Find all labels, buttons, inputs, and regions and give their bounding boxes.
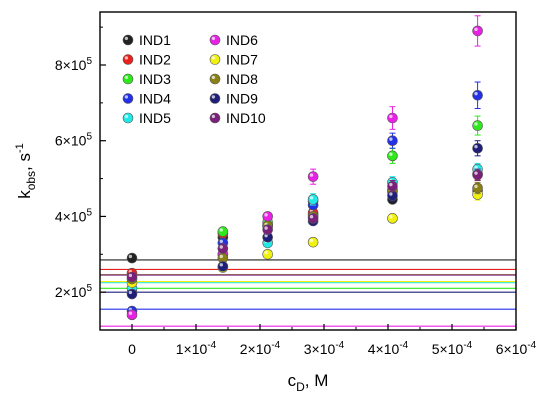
legend: IND1 IND2 IND3 IND4 IND5 IND6 IND7 IND8 IND9 IND1… [123,32,266,126]
legend-item-ind3: IND3 [123,71,171,87]
legend-marker [123,113,133,123]
legend-item-ind6: IND6 [210,32,258,48]
x-axis-title-sub: D [296,380,305,394]
legend-label: IND8 [226,71,258,87]
legend-label: IND7 [226,52,258,68]
data-point-ind10 [263,225,273,235]
data-point-ind4 [473,82,483,109]
fit-lines [100,260,516,326]
legend-marker [123,55,133,65]
x-tick-label: 4×10-4 [368,340,409,357]
legend-item-ind8: IND8 [210,71,258,87]
data-point-ind6 [473,16,483,46]
legend-marker [123,74,133,84]
data-point-ind7 [308,237,318,247]
legend-item-ind4: IND4 [123,91,171,107]
y-axis-title-sup: -1 [14,143,26,153]
y-axis-title-sub: obs [24,171,38,190]
x-tick-label: 0 [128,341,136,357]
data-point-ind6 [263,211,273,221]
y-axis-title-rest: , s [15,153,34,171]
legend-label: IND3 [139,71,171,87]
x-axis-title: cD, M [288,371,329,394]
data-point-ind6 [387,107,397,130]
data-point-ind10 [127,272,137,282]
data-point-ind9 [127,289,137,299]
data-point-ind10 [387,180,397,191]
legend-item-ind9: IND9 [210,91,258,107]
data-point-ind5 [308,194,318,205]
legend-label: IND5 [139,110,171,126]
x-tick-label: 3×10-4 [304,340,345,357]
legend-marker [210,94,220,104]
legend-marker [210,55,220,65]
data-point-ind10 [473,169,483,180]
legend-marker [210,74,220,84]
legend-label: IND9 [226,91,258,107]
legend-label: IND4 [139,91,171,107]
y-tick-label: 4×105 [55,207,93,224]
x-tick-label: 5×10-4 [432,340,473,357]
legend-marker [210,35,220,45]
legend-label: IND2 [139,52,171,68]
x-tick-label: 1×10-4 [176,340,217,357]
legend-item-ind5: IND5 [123,110,171,126]
x-axis: 0 1×10-4 2×10-4 3×10-4 4×10-4 5×10-4 6×10-4 [128,324,537,357]
legend-marker [210,113,220,123]
legend-marker [123,94,133,104]
x-axis-title-rest: , M [305,371,329,390]
data-point-ind9 [218,261,228,271]
data-point-ind4 [387,133,397,148]
data-point-ind6 [308,169,318,184]
data-point-ind9 [473,141,483,156]
legend-item-ind2: IND2 [123,52,171,68]
x-tick-label: 6×10-4 [496,340,537,357]
data-point-ind3 [387,148,397,163]
data-point-ind3 [218,227,228,237]
y-axis: 2×105 4×105 6×105 8×105 [55,27,106,330]
legend-label: IND10 [226,110,266,126]
legend-item-ind1: IND1 [123,32,171,48]
legend-item-ind10: IND10 [210,110,266,126]
legend-label: IND6 [226,32,258,48]
data-point-ind8 [473,182,483,193]
x-tick-label: 2×10-4 [240,340,281,357]
data-point-ind6 [127,310,137,320]
y-tick-label: 2×105 [55,283,93,300]
data-point-ind10 [308,213,318,223]
legend-marker [123,35,133,45]
data-point-ind10 [218,244,228,254]
data-point-ind7 [387,213,397,223]
data-point-ind1 [127,253,137,263]
y-tick-label: 6×105 [55,132,93,149]
data-point-ind3 [473,116,483,135]
y-tick-label: 8×105 [55,56,93,73]
y-axis-title: kobs, s-1 [14,143,38,199]
legend-item-ind7: IND7 [210,52,258,68]
legend-label: IND1 [139,32,171,48]
data-point-ind7 [263,249,273,259]
